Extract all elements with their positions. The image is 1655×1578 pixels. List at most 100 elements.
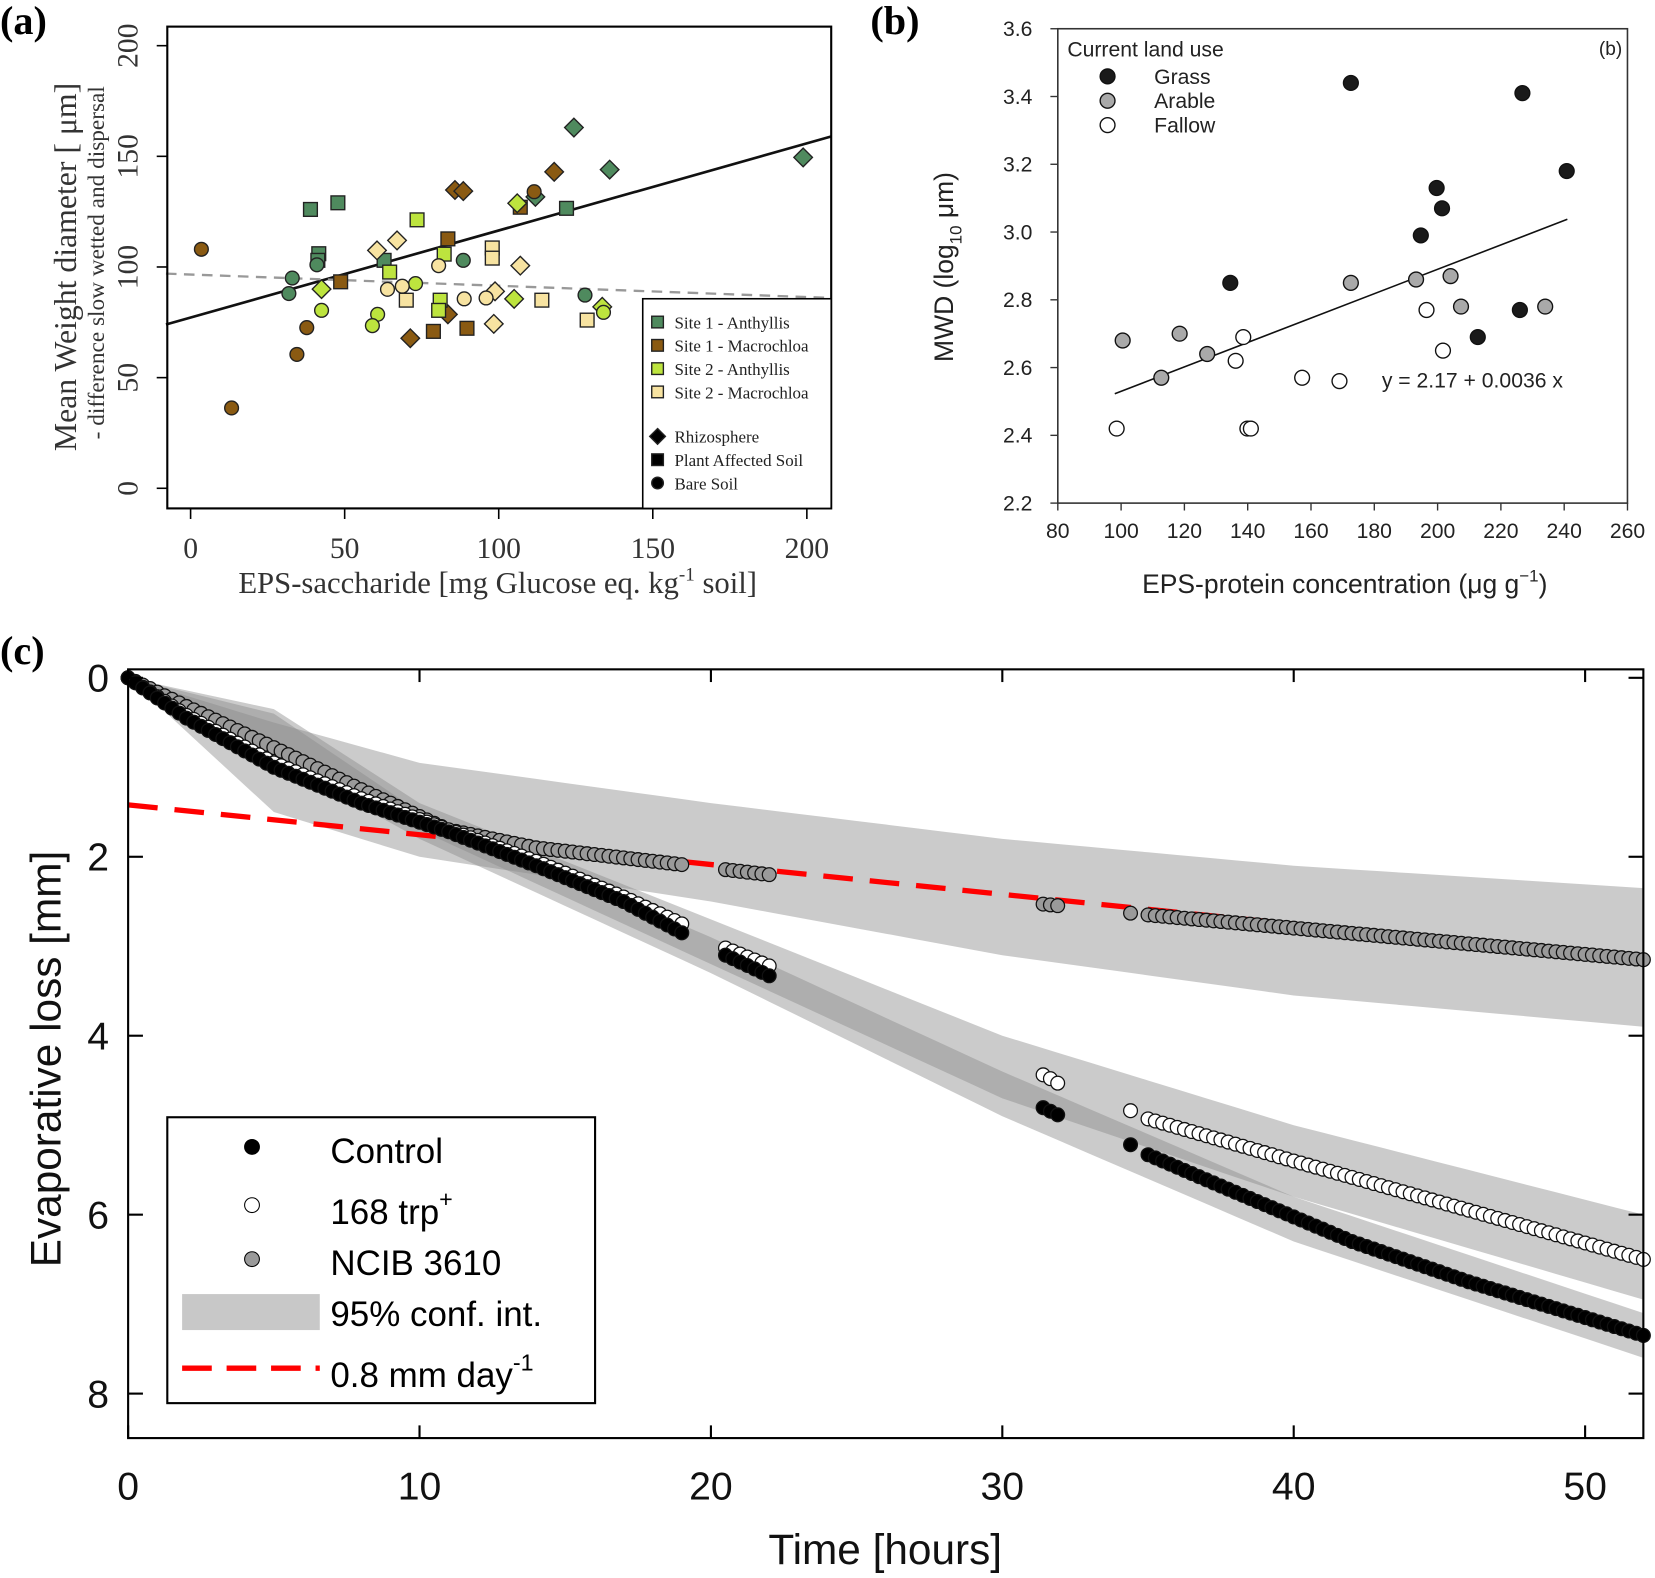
y-tick-label: 50	[113, 363, 145, 393]
x-tick-label: 120	[1167, 520, 1202, 543]
data-point	[299, 320, 315, 336]
panel-b-fit	[1114, 218, 1568, 395]
data-point-ncib-3610	[674, 857, 690, 873]
legend-label-control: Control	[330, 1132, 443, 1171]
data-point	[425, 323, 441, 339]
panel-a-axes: 0 50 100 150 200 0 50 100 150 200	[113, 23, 829, 565]
y-tick-label: 6	[87, 1194, 109, 1237]
data-point	[510, 255, 531, 276]
data-point-ncib-3610	[1123, 905, 1139, 921]
data-point-grass	[1412, 227, 1429, 244]
data-point	[484, 250, 500, 266]
x-tick-label: 0	[117, 1465, 139, 1508]
data-point	[309, 257, 325, 273]
data-point	[577, 287, 593, 303]
data-point	[478, 290, 494, 306]
data-point	[506, 192, 528, 214]
x-tick-label: 50	[1563, 1465, 1607, 1508]
data-point-arable	[1114, 332, 1131, 349]
panel-b-y-label: MWD (log10 μm)	[929, 172, 965, 362]
data-point-arable	[1342, 274, 1359, 291]
y-tick-label: 2.8	[1003, 289, 1032, 312]
data-point	[455, 252, 471, 268]
data-point-grass	[1342, 74, 1359, 92]
legend-marker	[651, 338, 665, 352]
data-point	[409, 212, 425, 228]
panel-label-b: (b)	[870, 0, 919, 43]
data-point-arable	[1407, 271, 1425, 288]
legend-label: Rhizosphere	[674, 428, 759, 447]
data-point-arable	[1153, 369, 1170, 386]
panel-c-points	[120, 670, 1651, 1343]
data-point	[313, 302, 330, 318]
y-tick-label: 8	[87, 1373, 109, 1416]
panel-label-c: (c)	[0, 628, 45, 673]
data-point-fallow	[1294, 369, 1311, 386]
data-point-control	[1123, 1137, 1139, 1153]
legend-label: Bare Soil	[674, 474, 738, 493]
panel-b-frame	[1057, 27, 1629, 504]
panel-b-axes: 80 100 120 140 160 180 200 220 240 260 2.2 2.4 2.6 2.…	[1003, 18, 1645, 543]
data-point	[193, 241, 209, 257]
legend-marker	[651, 476, 665, 490]
y-tick-label: 150	[113, 134, 145, 178]
data-point	[459, 320, 475, 336]
legend-marker	[651, 385, 665, 399]
x-tick-label: 140	[1230, 520, 1265, 543]
legend-marker-168-trp	[244, 1197, 260, 1214]
confidence-band	[128, 677, 1644, 1027]
data-point	[440, 231, 456, 247]
data-point-control	[1050, 1107, 1066, 1123]
data-point	[224, 400, 240, 416]
confidence-band	[128, 677, 1644, 1300]
data-point-168-trp	[1050, 1075, 1066, 1091]
panel-b-equation: y = 2.17 + 0.0036 x	[1382, 370, 1564, 393]
data-point-ncib-3610	[761, 867, 777, 883]
legend-patch-confidence	[182, 1294, 320, 1331]
y-tick-label: 2.2	[1003, 493, 1032, 516]
panel-a-x-label: EPS-saccharide [mg Glucose eq. kg-1 soil…	[238, 564, 757, 600]
panel-c-axes: 0 10 20 30 40 50 0 2 4 6 8	[87, 658, 1644, 1508]
data-point-ncib-3610	[1050, 898, 1066, 914]
panel-label-a: (a)	[0, 0, 47, 43]
x-tick-label: 160	[1293, 520, 1328, 543]
data-point-grass	[1469, 328, 1486, 346]
panel-c-legend: Control 168 trp+ NCIB 3610 95% conf. int…	[166, 1116, 597, 1405]
data-point	[379, 281, 396, 297]
legend-label: Site 2 - Anthyllis	[674, 360, 789, 379]
data-point	[386, 230, 408, 251]
data-point	[289, 346, 305, 362]
x-tick-label: 200	[1420, 520, 1455, 543]
data-point-grass	[1558, 162, 1575, 180]
y-tick-label: 2.4	[1003, 425, 1033, 448]
data-point	[579, 312, 595, 328]
x-tick-label: 0	[183, 533, 198, 565]
data-point	[595, 304, 612, 320]
data-point	[534, 292, 550, 308]
data-point-control	[674, 925, 690, 941]
data-point	[599, 159, 620, 180]
data-point	[333, 274, 349, 290]
data-point-arable	[1537, 298, 1554, 315]
x-tick-label: 80	[1046, 520, 1070, 543]
data-point	[503, 288, 525, 310]
y-tick-label: 0	[113, 481, 145, 496]
panel-b-chart: 80 100 120 140 160 180 200 220 240 260 2.2 2.4 2.6 2.…	[929, 18, 1645, 599]
panel-b-x-label: EPS-protein concentration (μg g−1)	[1142, 566, 1547, 599]
data-point-grass	[1511, 301, 1528, 319]
legend-label-arable: Arable	[1154, 90, 1215, 113]
y-tick-label: 3.2	[1003, 154, 1032, 177]
data-point	[456, 291, 472, 307]
confidence-band	[128, 677, 1644, 1358]
x-tick-label: 50	[330, 533, 360, 565]
y-tick-label: 3.0	[1003, 221, 1032, 244]
data-point-arable	[1442, 267, 1459, 285]
panel-c-confidence-bands	[128, 677, 1644, 1358]
data-point-168-trp	[1123, 1103, 1139, 1119]
panel-b-legend-title: Current land use	[1067, 38, 1223, 61]
data-point	[484, 281, 506, 302]
x-tick-label: 20	[689, 1465, 733, 1508]
legend-label: Plant Affected Soil	[674, 451, 803, 470]
x-tick-label: 10	[398, 1465, 442, 1508]
